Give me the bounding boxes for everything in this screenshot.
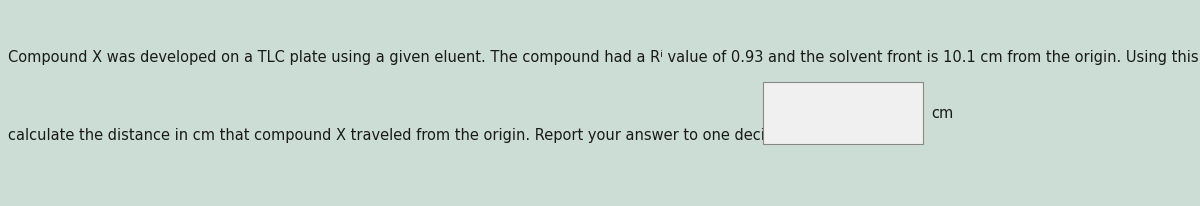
- FancyBboxPatch shape: [763, 82, 923, 144]
- Text: cm: cm: [931, 106, 954, 121]
- Text: calculate the distance in cm that compound X traveled from the origin. Report yo: calculate the distance in cm that compou…: [8, 128, 841, 143]
- Text: Compound X was developed on a TLC plate using a given eluent. The compound had a: Compound X was developed on a TLC plate …: [8, 49, 1200, 64]
